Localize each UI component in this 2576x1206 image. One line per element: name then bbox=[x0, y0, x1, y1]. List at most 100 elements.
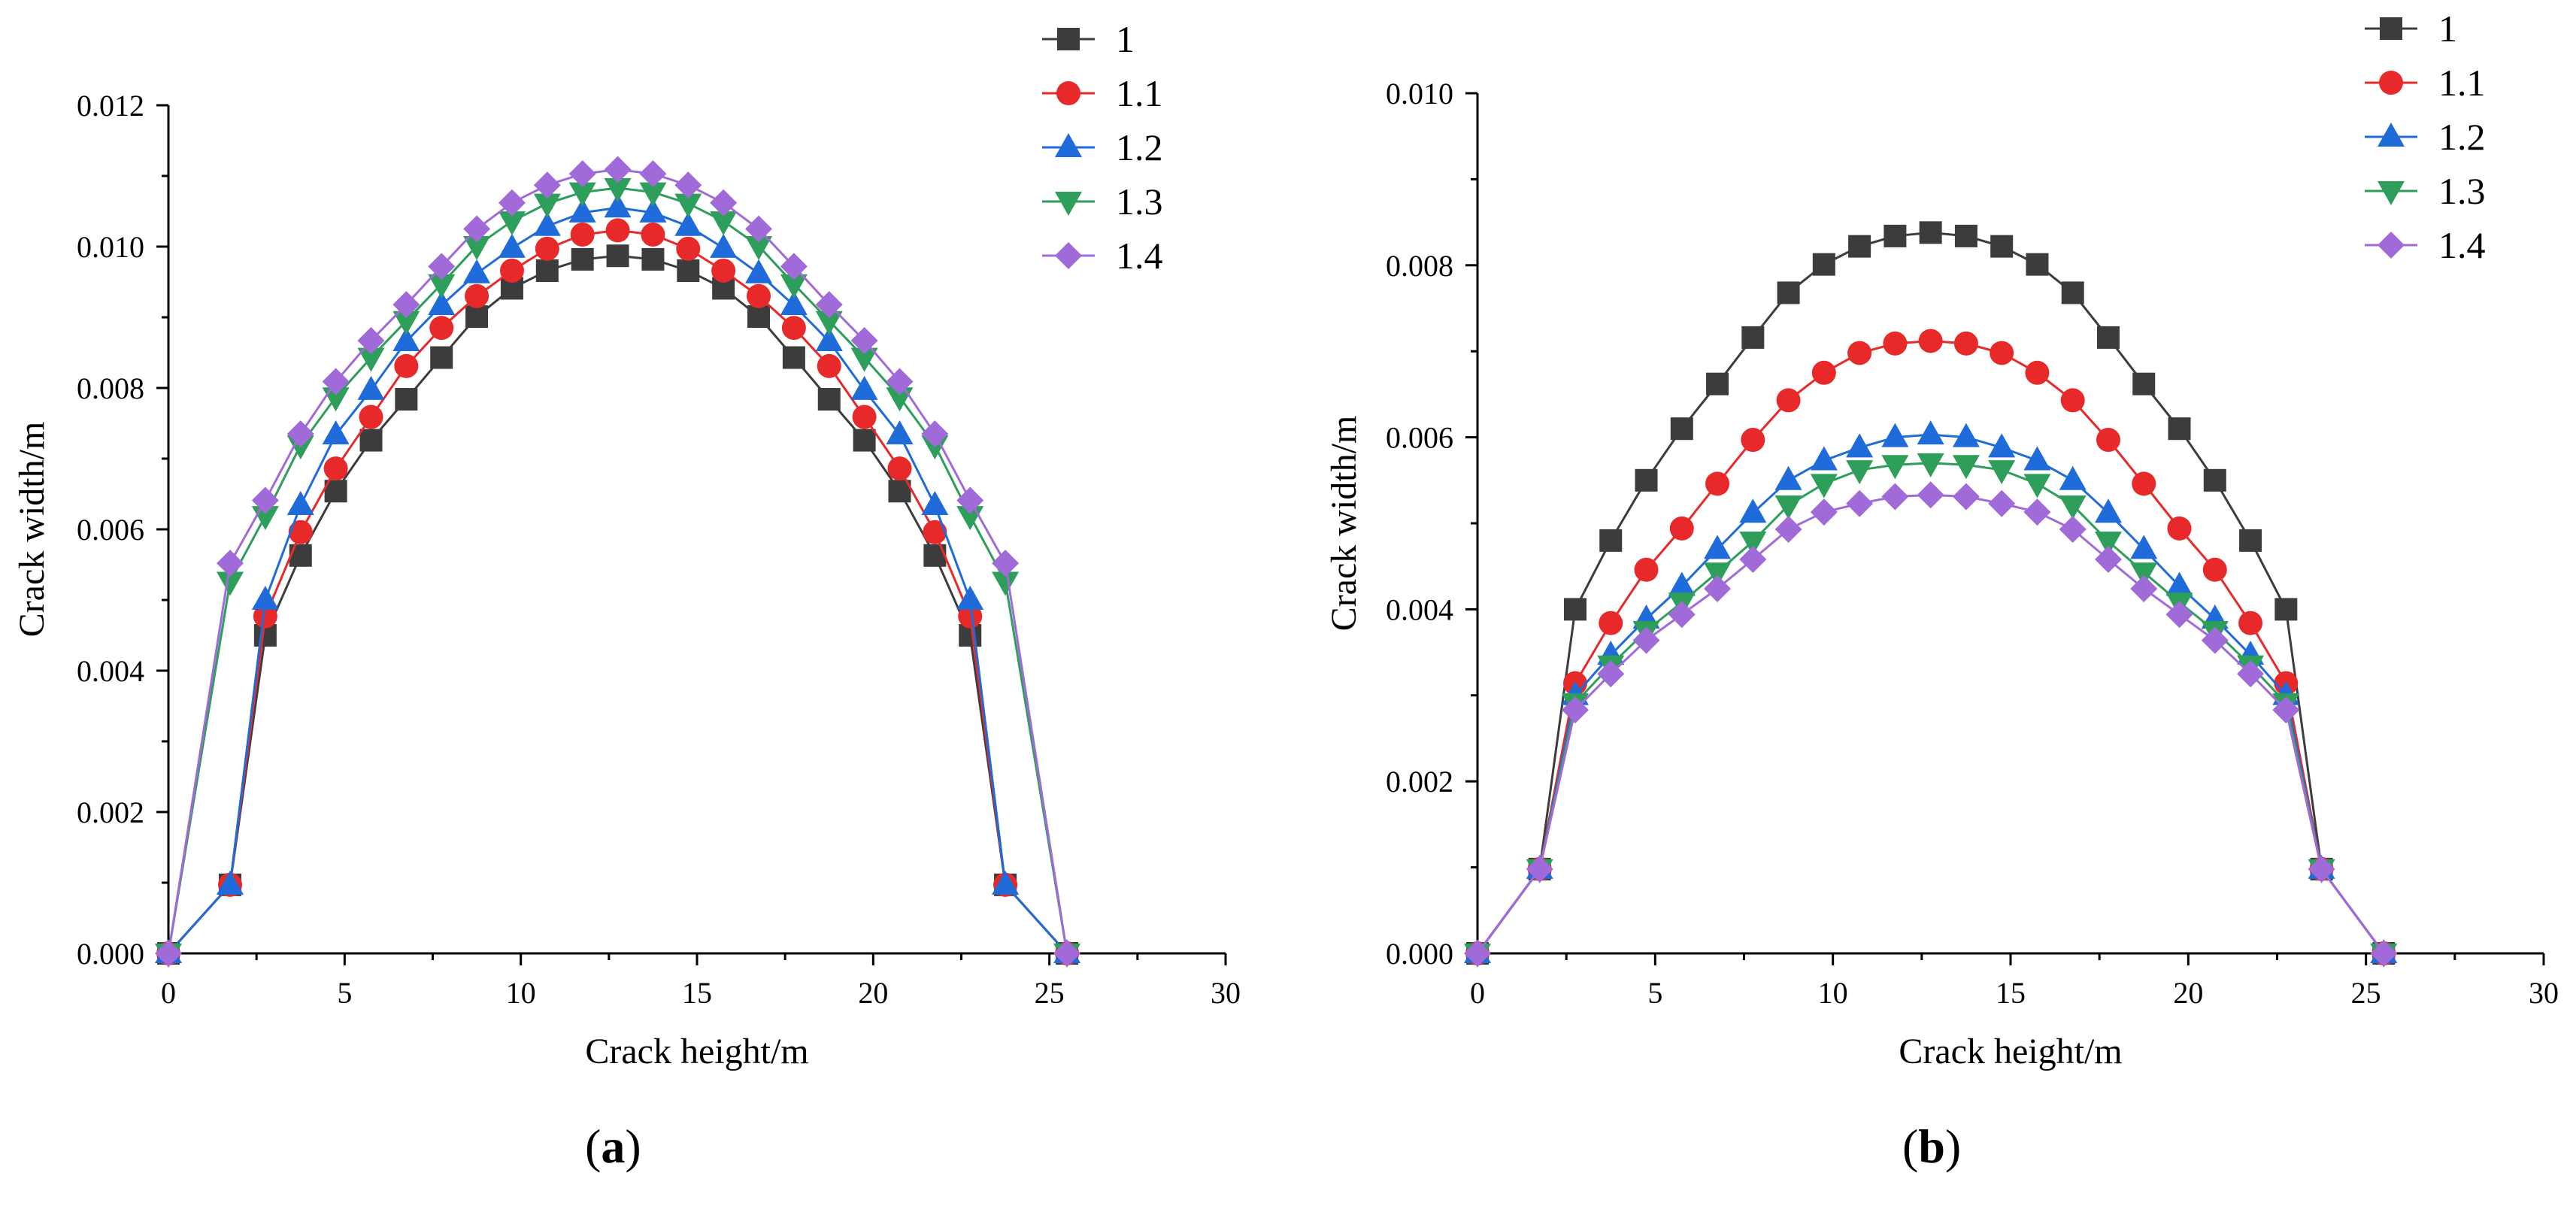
y-tick-label: 0.004 bbox=[1386, 592, 1453, 626]
data-point bbox=[1919, 221, 1942, 244]
legend-label: 1 bbox=[1116, 18, 1135, 60]
data-point bbox=[1741, 428, 1765, 453]
data-point bbox=[357, 375, 385, 400]
data-point bbox=[639, 160, 667, 188]
data-point bbox=[1990, 235, 2014, 258]
data-point bbox=[1599, 529, 1623, 552]
data-point bbox=[395, 388, 418, 411]
data-point bbox=[817, 388, 841, 411]
data-point bbox=[853, 429, 876, 452]
data-point bbox=[676, 236, 701, 261]
data-point bbox=[251, 486, 279, 514]
x-tick-label: 0 bbox=[161, 976, 176, 1010]
series-line bbox=[167, 229, 1068, 955]
y-tick-label: 0.004 bbox=[77, 654, 144, 688]
data-point bbox=[886, 420, 914, 445]
data-point bbox=[1741, 326, 1765, 349]
series-line bbox=[1476, 493, 2385, 954]
data-point bbox=[780, 274, 808, 298]
legend-label: 1.1 bbox=[2438, 62, 2486, 104]
data-point bbox=[921, 420, 949, 448]
panel-label-a: (a) bbox=[585, 1120, 641, 1173]
data-point bbox=[2026, 253, 2049, 276]
data-point bbox=[2165, 571, 2193, 596]
data-point bbox=[568, 182, 596, 207]
data-point bbox=[1810, 474, 1838, 498]
data-point bbox=[1561, 696, 1589, 724]
data-point bbox=[1464, 940, 1491, 967]
data-point bbox=[923, 520, 947, 544]
data-point bbox=[2203, 468, 2226, 492]
data-point bbox=[2167, 516, 2192, 541]
y-axis-label: Crack width/m bbox=[12, 422, 52, 638]
data-point bbox=[2023, 498, 2051, 526]
data-point bbox=[1988, 460, 2016, 485]
data-point bbox=[677, 259, 700, 282]
data-point bbox=[1952, 423, 1980, 447]
data-point bbox=[1704, 562, 1732, 587]
x-tick-label: 15 bbox=[1996, 976, 2026, 1010]
data-point bbox=[1599, 611, 1623, 635]
data-point bbox=[604, 177, 632, 202]
data-point bbox=[463, 259, 491, 283]
x-tick-label: 20 bbox=[2173, 976, 2203, 1010]
data-point bbox=[322, 420, 350, 445]
data-point bbox=[2059, 495, 2087, 520]
series-line bbox=[1476, 433, 2385, 954]
data-point bbox=[568, 160, 596, 188]
data-point bbox=[1668, 571, 1696, 596]
data-point bbox=[1739, 546, 1767, 574]
data-point bbox=[2094, 546, 2122, 574]
series-1.1 bbox=[156, 218, 1080, 965]
data-point bbox=[1846, 460, 1874, 485]
x-tick-label: 10 bbox=[506, 976, 536, 1010]
data-point bbox=[1810, 446, 1838, 471]
data-point bbox=[745, 236, 773, 261]
y-tick-label: 0.002 bbox=[1386, 765, 1453, 798]
series-1 bbox=[157, 244, 1079, 965]
y-tick-label: 0.002 bbox=[77, 795, 144, 829]
data-point bbox=[1053, 940, 1081, 967]
data-point bbox=[852, 405, 877, 429]
series-line bbox=[167, 186, 1068, 954]
data-point bbox=[1881, 423, 1909, 447]
legend: 1 1.1 1.2 1.3 1.4 bbox=[1042, 18, 1163, 277]
data-point bbox=[2023, 446, 2051, 471]
data-point bbox=[1990, 341, 2014, 365]
data-point bbox=[815, 291, 843, 319]
data-point bbox=[2132, 372, 2156, 395]
data-point bbox=[463, 236, 491, 261]
data-point bbox=[1917, 420, 1944, 445]
series-1.4 bbox=[1464, 481, 2398, 967]
y-tick-label: 0.000 bbox=[1386, 937, 1453, 971]
data-point bbox=[1846, 489, 1874, 517]
data-point bbox=[498, 211, 526, 236]
y-tick-label: 0.000 bbox=[77, 937, 144, 971]
data-point bbox=[289, 544, 312, 567]
data-point bbox=[1635, 468, 1658, 492]
data-point bbox=[498, 233, 526, 258]
series-line bbox=[167, 206, 1068, 955]
data-point bbox=[1739, 532, 1767, 556]
data-point bbox=[217, 550, 244, 577]
data-point bbox=[2237, 660, 2265, 688]
data-point bbox=[430, 346, 453, 369]
data-point bbox=[1952, 455, 1980, 480]
legend-marker bbox=[2380, 17, 2402, 40]
series-line bbox=[167, 254, 1068, 955]
data-point bbox=[2272, 696, 2300, 724]
data-point bbox=[359, 429, 383, 452]
data-point bbox=[992, 571, 1020, 596]
data-point bbox=[1705, 471, 1730, 496]
x-tick-label: 5 bbox=[337, 976, 352, 1010]
legend-label: 1.3 bbox=[1116, 180, 1163, 223]
data-point bbox=[958, 604, 983, 629]
data-point bbox=[1668, 601, 1696, 629]
data-point bbox=[2201, 626, 2229, 654]
data-point bbox=[2238, 611, 2263, 635]
data-point bbox=[1634, 557, 1659, 582]
data-point bbox=[923, 544, 947, 567]
panel-label-b: (b) bbox=[1902, 1120, 1962, 1173]
data-point bbox=[1954, 224, 1977, 247]
legend-marker bbox=[1055, 192, 1082, 216]
